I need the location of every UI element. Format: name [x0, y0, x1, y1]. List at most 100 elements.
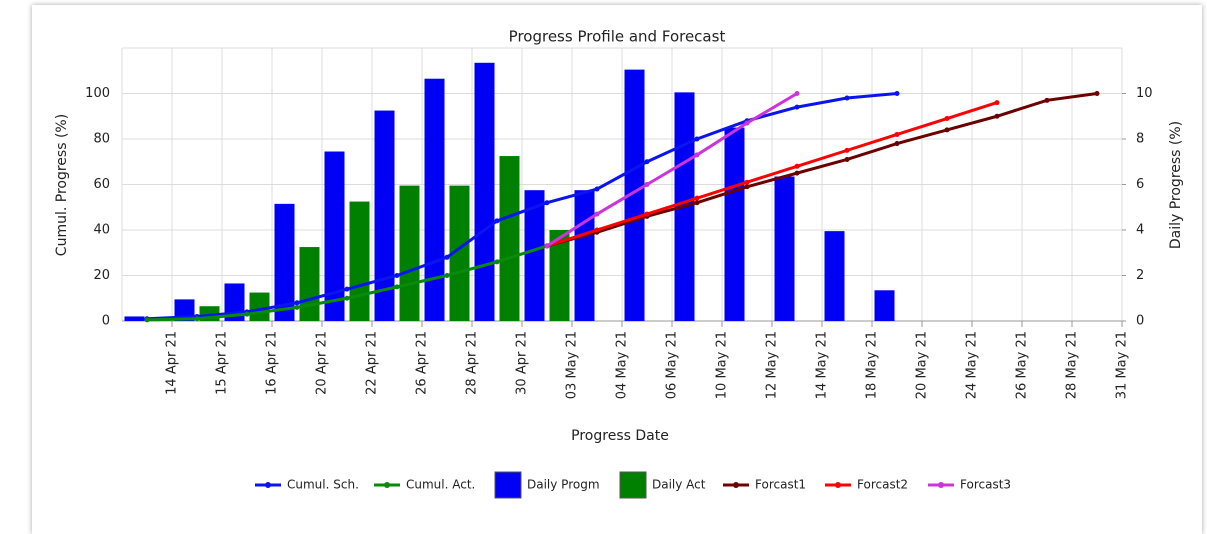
series-line	[546, 101, 998, 248]
line-point	[744, 120, 750, 126]
bar	[249, 292, 270, 321]
x-tick-label: 24 May 21	[965, 331, 980, 399]
x-axis-title: Progress Date	[571, 428, 669, 444]
x-tick-label: 22 Apr 21	[365, 331, 380, 395]
line-point	[344, 286, 350, 292]
x-tick-label: 26 Apr 21	[415, 331, 430, 395]
line-point	[894, 131, 900, 137]
bar	[349, 201, 370, 321]
legend-label: Daily Progm	[527, 478, 600, 492]
line-point	[844, 95, 850, 101]
x-tick-label: 15 Apr 21	[215, 331, 230, 395]
x-tick-label: 03 May 21	[565, 331, 580, 399]
y-axis-title: Cumul. Progress (%)	[54, 114, 70, 256]
legend-label: Forcast1	[755, 478, 806, 492]
bar	[524, 190, 545, 321]
bar	[274, 203, 295, 321]
bar	[324, 151, 345, 321]
bar	[449, 185, 470, 321]
x-tick-label: 18 May 21	[865, 331, 880, 399]
line-point	[144, 317, 150, 323]
y-tick-label: 0	[102, 314, 110, 329]
bar	[549, 230, 570, 321]
line-point	[294, 304, 300, 310]
bar	[399, 185, 420, 321]
bar	[299, 247, 320, 321]
y-tick-label: 60	[93, 177, 110, 192]
line-point	[394, 273, 400, 278]
line-point	[744, 179, 750, 185]
y2-axis-title: Daily Progress (%)	[1168, 121, 1184, 249]
y-tick-label: 40	[93, 223, 110, 238]
line-point	[944, 116, 950, 122]
y2-tick-label: 2	[1136, 268, 1144, 283]
bar	[824, 231, 845, 321]
line-point	[1044, 97, 1050, 103]
line-point	[594, 227, 600, 233]
line-point	[694, 152, 700, 158]
x-tick-label: 16 Apr 21	[265, 331, 280, 395]
bar	[574, 190, 595, 321]
bar	[874, 290, 895, 321]
x-tick-label: 06 May 21	[665, 331, 680, 399]
line-point	[844, 156, 850, 162]
x-tick-label: 28 Apr 21	[465, 331, 480, 395]
chart-title: Progress Profile and Forecast	[509, 28, 726, 46]
x-tick-label: 10 May 21	[715, 331, 730, 399]
bar	[624, 69, 645, 321]
line-point	[444, 254, 450, 260]
line-point	[344, 295, 350, 301]
x-tick-label: 20 May 21	[915, 331, 930, 399]
legend-dot	[835, 482, 841, 488]
bar	[499, 156, 520, 321]
x-tick-label: 30 Apr 21	[515, 331, 530, 395]
x-tick-label: 14 May 21	[815, 331, 830, 399]
x-tick-label: 20 Apr 21	[315, 331, 330, 395]
legend-label: Forcast3	[960, 478, 1011, 492]
legend-swatch	[494, 471, 522, 499]
line-point	[194, 316, 200, 322]
legend-dot	[384, 482, 390, 488]
y-tick-label: 20	[93, 268, 110, 283]
line-point	[494, 259, 500, 265]
x-tick-label: 26 May 21	[1015, 331, 1030, 399]
line-point	[594, 211, 600, 217]
line-point	[494, 218, 500, 224]
legend-dot	[265, 482, 271, 488]
x-tick-label: 04 May 21	[615, 331, 630, 399]
bar	[774, 176, 795, 321]
legend-dot	[733, 482, 739, 488]
x-tick-label: 12 May 21	[765, 331, 780, 399]
series-line	[146, 92, 898, 321]
legend-swatch	[619, 471, 647, 499]
legend-label: Cumul. Act.	[406, 478, 475, 492]
y2-tick-label: 8	[1136, 132, 1144, 147]
line-point	[1094, 91, 1100, 96]
line-point	[294, 300, 300, 306]
line-point	[594, 186, 600, 192]
line-point	[644, 182, 650, 187]
line-point	[444, 273, 450, 278]
y2-tick-label: 10	[1136, 86, 1153, 101]
y-tick-label: 80	[93, 132, 110, 147]
line-point	[744, 184, 750, 190]
line-point	[544, 200, 550, 206]
line-point	[694, 195, 700, 201]
line-point	[544, 243, 550, 249]
line-point	[944, 127, 950, 133]
x-tick-label: 28 May 21	[1065, 331, 1080, 399]
series-line	[546, 92, 1098, 248]
legend-dot	[938, 482, 944, 488]
line-point	[844, 147, 850, 153]
line-point	[694, 136, 700, 142]
line-point	[644, 211, 650, 217]
line-point	[794, 91, 800, 96]
legend-label: Cumul. Sch.	[287, 478, 359, 492]
x-tick-label: 31 May 21	[1115, 331, 1130, 399]
line-point	[794, 104, 800, 110]
line-point	[244, 311, 250, 317]
legend-label: Daily Act	[652, 478, 706, 492]
bar	[724, 127, 745, 321]
